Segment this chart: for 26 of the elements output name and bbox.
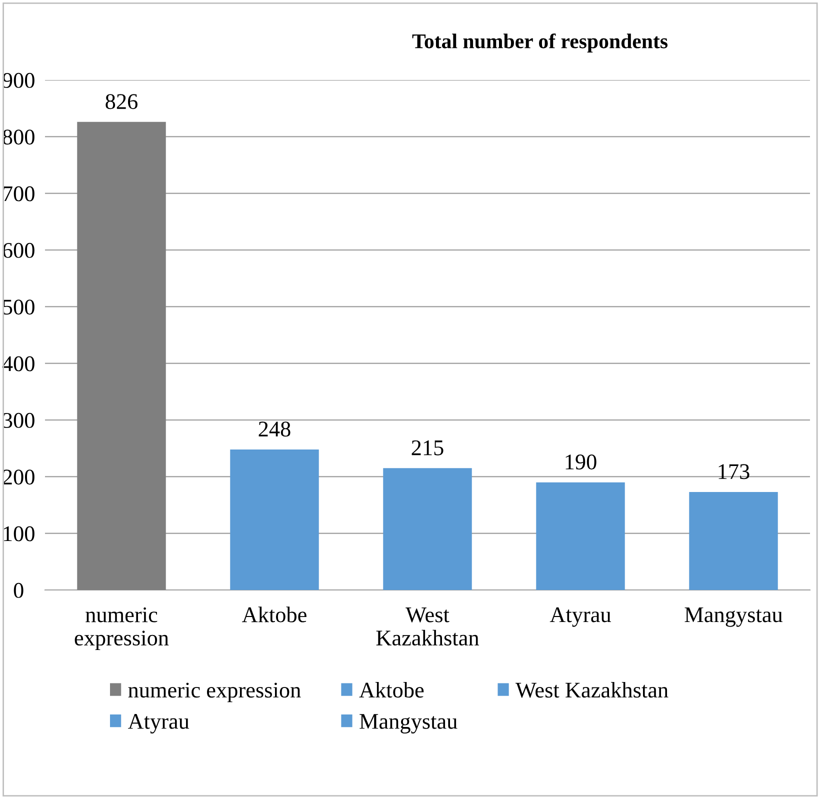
y-tick-label: 800 (2, 130, 34, 145)
data-label: 826 (106, 94, 138, 110)
x-tick-label: West Kazakhstan (376, 608, 479, 646)
y-tick-label: 400 (2, 356, 34, 372)
data-label: 173 (718, 464, 750, 480)
y-tick-label: 300 (2, 412, 34, 428)
data-label: 215 (412, 440, 444, 456)
data-label: 248 (258, 422, 290, 437)
y-tick-label: 0 (14, 582, 24, 598)
data-label: 190 (566, 454, 596, 470)
legend-label: Aktobe (359, 682, 424, 698)
y-tick-label: 700 (3, 186, 34, 202)
legend-label: Atyrau (128, 714, 190, 734)
legend-label: numeric expression (128, 682, 301, 702)
x-tick-label: Mangystau (684, 607, 782, 627)
y-tick-label: 600 (2, 242, 34, 258)
x-tick-label: Aktobe (242, 606, 306, 622)
x-tick-label: Atyrau (550, 607, 611, 627)
legend-label: Mangystau (360, 714, 458, 734)
y-tick-label: 100 (4, 526, 34, 542)
x-tick-label: numeric expression (74, 607, 169, 650)
y-tick-label: 500 (3, 300, 34, 315)
y-tick-label: 900 (2, 72, 34, 88)
y-tick-label: 200 (2, 470, 34, 485)
legend-label: West Kazakhstan (516, 682, 668, 698)
chart-title: Total number of respondents (412, 33, 668, 53)
